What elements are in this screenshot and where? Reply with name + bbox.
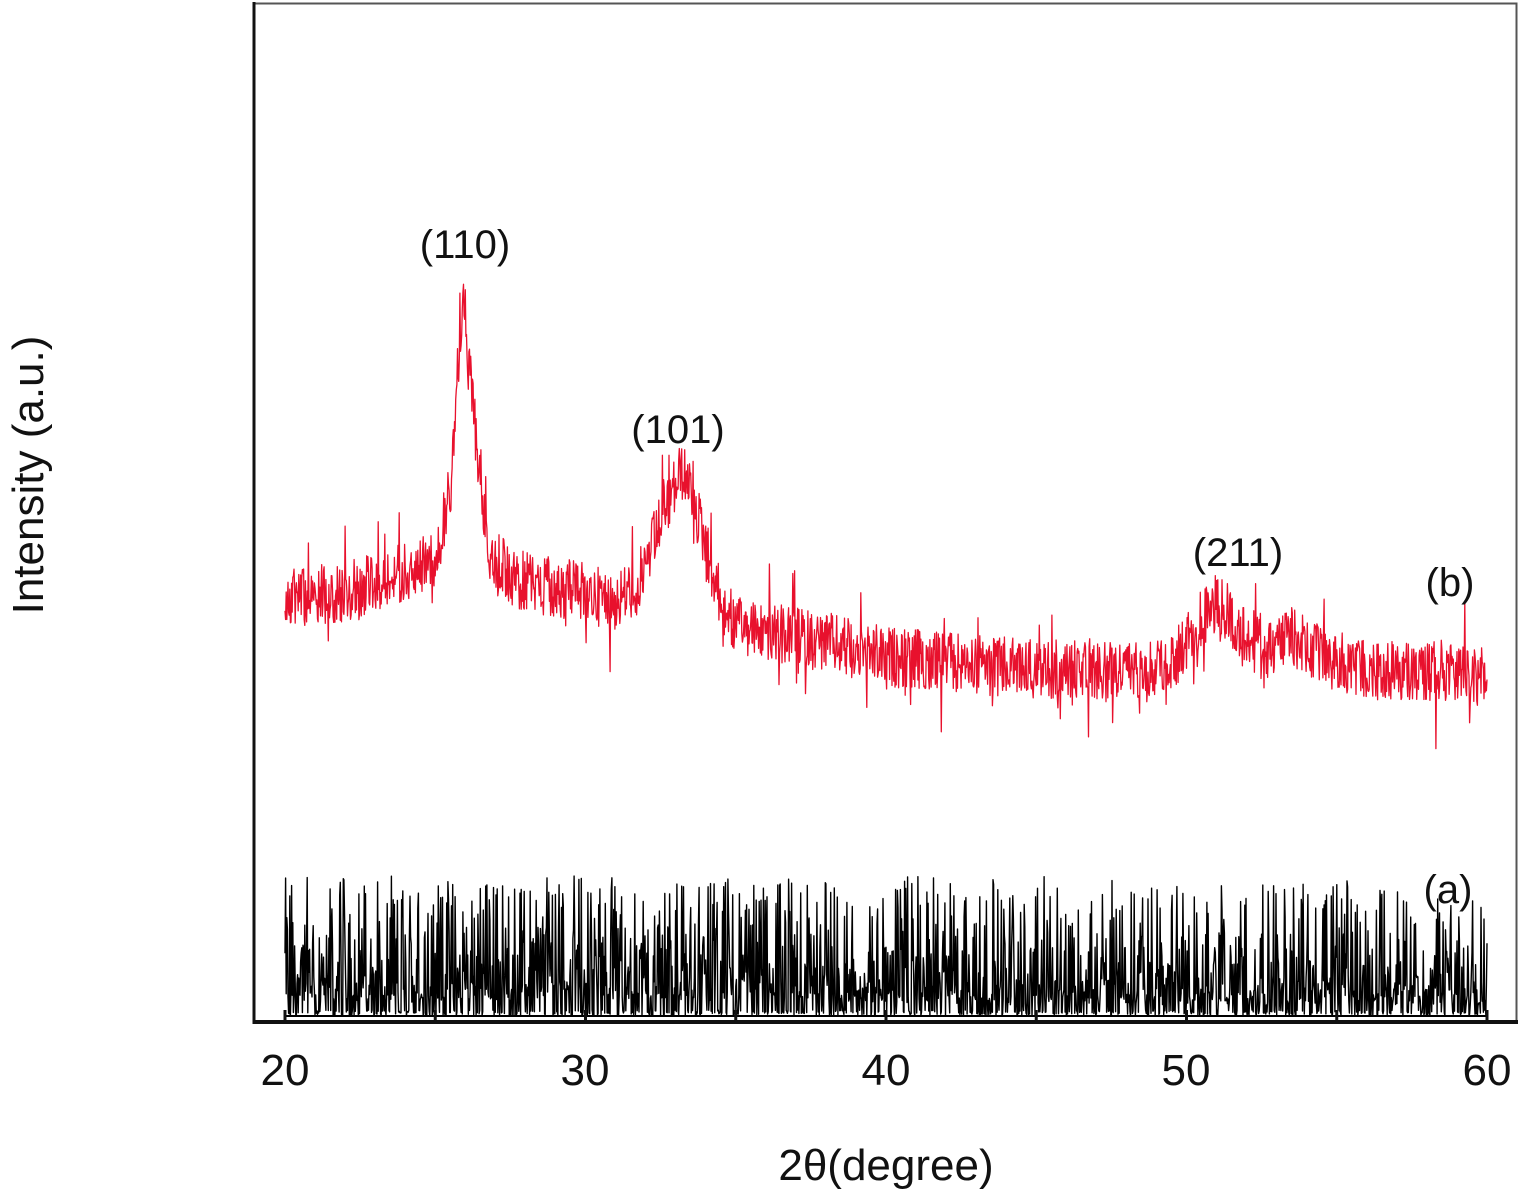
series-label-b: (b) bbox=[1426, 561, 1475, 605]
series-label-a: (a) bbox=[1424, 868, 1473, 912]
x-tick-label-50: 50 bbox=[1162, 1046, 1211, 1095]
x-axis-ticks bbox=[283, 1010, 1489, 1022]
x-tick-label-20: 20 bbox=[261, 1046, 310, 1095]
series-b-trace bbox=[284, 283, 1488, 750]
x-axis-title: 2θ(degree) bbox=[778, 1141, 993, 1190]
x-tick-label-40: 40 bbox=[862, 1046, 911, 1095]
x-tick-label-30: 30 bbox=[561, 1046, 610, 1095]
y-axis-title: Intensity (a.u.) bbox=[4, 336, 53, 615]
peak-label-101: (101) bbox=[631, 408, 724, 452]
series-a-trace bbox=[284, 875, 1488, 1017]
x-tick-label-60: 60 bbox=[1463, 1046, 1512, 1095]
peak-label-110: (110) bbox=[420, 223, 510, 267]
peak-label-211: (211) bbox=[1193, 531, 1283, 575]
